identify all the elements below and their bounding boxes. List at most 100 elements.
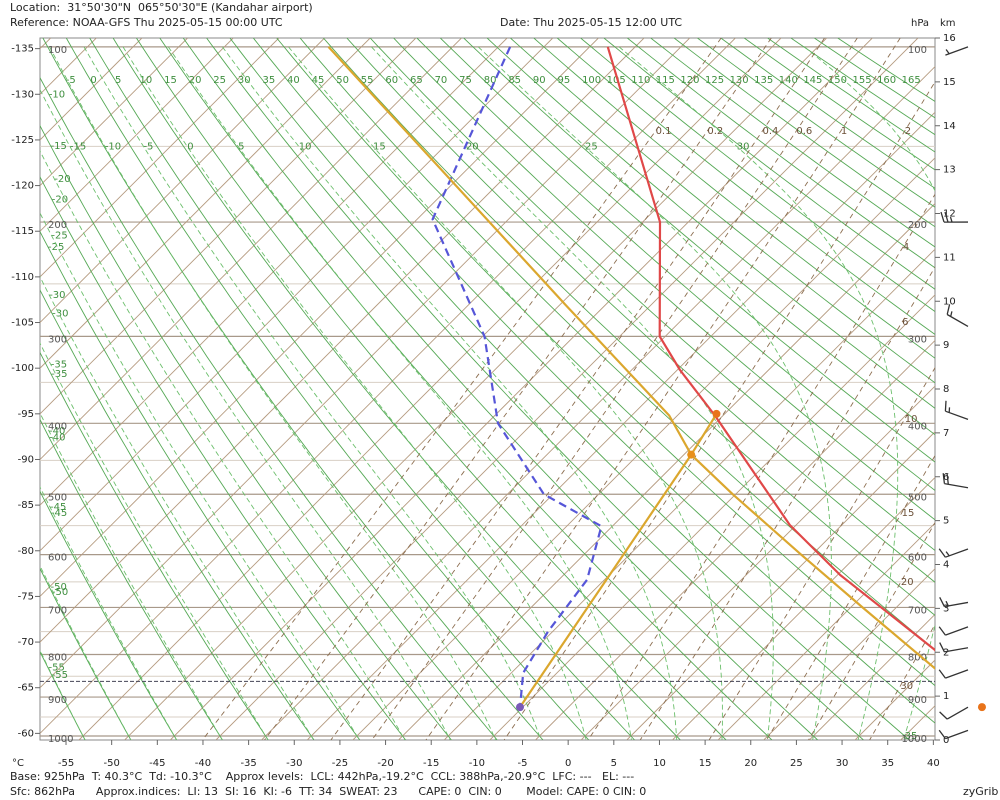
pressure-label: 300 [908, 334, 927, 345]
dry-adiabat-label: 140 [779, 75, 798, 86]
isotherm [40, 38, 691, 689]
dry-adiabat [439, 38, 935, 463]
moist-adiabat [804, 46, 935, 740]
km-tick-label: 16 [943, 33, 956, 44]
y-tick-label: -100 [11, 363, 34, 374]
isotherm [261, 65, 935, 740]
moist-adiabat [40, 342, 269, 740]
moist-adiabat-label: -40 [49, 426, 65, 437]
dry-adiabat [65, 38, 590, 740]
dry-adiabat [136, 38, 727, 740]
pressure-label: 1000 [48, 734, 73, 745]
y-tick-label: -75 [18, 591, 34, 602]
dry-adiabat [720, 38, 935, 189]
date: Date: Thu 2025-05-15 12:00 UTC [500, 16, 682, 29]
dry-adiabat-label: 0 [90, 75, 96, 86]
mixing-ratio-line [708, 366, 935, 740]
dry-adiabat-label: -30 [52, 309, 68, 320]
pressure-label: 900 [48, 695, 67, 706]
wind-barb [944, 400, 969, 421]
dry-adiabat-label: 105 [607, 75, 626, 86]
moist-adiabat [40, 486, 178, 740]
dry-adiabat [182, 38, 819, 740]
moist-adiabat-label: 0 [187, 141, 193, 152]
location: Location: 31°50'30"N 065°50'30"E (Kandah… [10, 1, 313, 14]
dry-adiabat-label: 165 [902, 75, 921, 86]
dry-adiabat [40, 76, 498, 740]
km-tick-label: 12 [943, 209, 956, 220]
km-tick-label: 1 [943, 691, 949, 702]
wind-barb [942, 473, 969, 489]
pressure-label: 800 [908, 653, 927, 664]
dry-adiabat-label: 120 [680, 75, 699, 86]
dry-adiabat [40, 124, 452, 740]
wind-barb [939, 597, 969, 608]
km-tick-label: 10 [943, 296, 956, 307]
x-tick-label: 0 [565, 758, 571, 769]
wind-barb [938, 669, 969, 679]
dry-adiabat [40, 230, 361, 740]
moist-adiabat-label: 10 [299, 141, 312, 152]
wind-barb [945, 46, 969, 56]
moist-adiabat [40, 212, 360, 740]
dry-adiabat-label: 155 [852, 75, 871, 86]
dry-adiabat-label: 15 [164, 75, 177, 86]
isotherm [946, 38, 1000, 740]
dry-adiabat [627, 38, 935, 269]
mixing-ratio-label: 20 [901, 577, 914, 588]
dry-adiabat-label: -35 [51, 369, 67, 380]
x-tick-label: -25 [332, 758, 348, 769]
mixing-ratio-line [587, 193, 935, 740]
dry-adiabat-label: -55 [52, 670, 68, 681]
isotherm [170, 38, 873, 740]
isotherm [717, 522, 935, 740]
wind-barb [939, 706, 969, 720]
wind-barb [938, 548, 969, 558]
dry-adiabat-label: -40 [49, 432, 65, 443]
dry-adiabat [790, 38, 935, 136]
isotherm [215, 38, 919, 740]
dry-adiabat-label: 55 [361, 75, 374, 86]
mixing-ratio-label: 1 [841, 126, 847, 137]
dry-adiabat [40, 351, 269, 740]
y-tick-label: -130 [11, 89, 34, 100]
km-tick-label: 13 [943, 165, 956, 176]
dry-adiabat [229, 38, 910, 740]
pressure-label: 800 [48, 653, 67, 664]
dry-adiabat [40, 289, 315, 740]
pressure-label: 1000 [902, 734, 927, 745]
x-axis-unit: °C [12, 758, 24, 769]
dry-adiabat [650, 38, 935, 248]
x-tick-label: -30 [286, 758, 302, 769]
credit: zyGrib [963, 785, 998, 798]
pressure-label: 600 [48, 553, 67, 564]
mixing-ratio-label: 4 [903, 242, 909, 253]
footer-line: Base: 925hPa T: 40.3°C Td: -10.3°C Appro… [10, 770, 634, 783]
moist-adiabat-label: -20 [54, 174, 70, 185]
pressure-unit: hPa [911, 18, 929, 29]
isotherm [40, 38, 234, 232]
y-tick-label: -115 [11, 226, 34, 237]
isotherm [626, 431, 935, 740]
dry-adiabat-label: 135 [754, 75, 773, 86]
dry-adiabat [252, 38, 935, 724]
x-tick-label: 25 [790, 758, 803, 769]
dry-adiabat-label: 110 [631, 75, 650, 86]
moist-adiabat-label: -30 [49, 290, 65, 301]
km-tick-label: 6 [943, 472, 949, 483]
isotherm [40, 38, 554, 552]
level-marker [977, 703, 986, 712]
mixing-ratio-label: 30 [900, 681, 913, 692]
mixing-ratio-line [371, 38, 858, 740]
y-tick-label: -125 [11, 135, 34, 146]
dry-adiabat-label: 30 [238, 75, 251, 86]
dry-adiabat-label: 90 [533, 75, 546, 86]
mixing-ratio-label: 0.1 [656, 126, 672, 137]
dry-adiabat-label: -45 [51, 508, 67, 519]
pressure-label: 200 [48, 220, 67, 231]
mixing-ratio-label: 2 [905, 126, 911, 137]
mixing-ratio-label: 6 [902, 317, 908, 328]
y-tick-label: -105 [11, 318, 34, 329]
dry-adiabat-label: 145 [803, 75, 822, 86]
moist-adiabat [167, 46, 632, 740]
